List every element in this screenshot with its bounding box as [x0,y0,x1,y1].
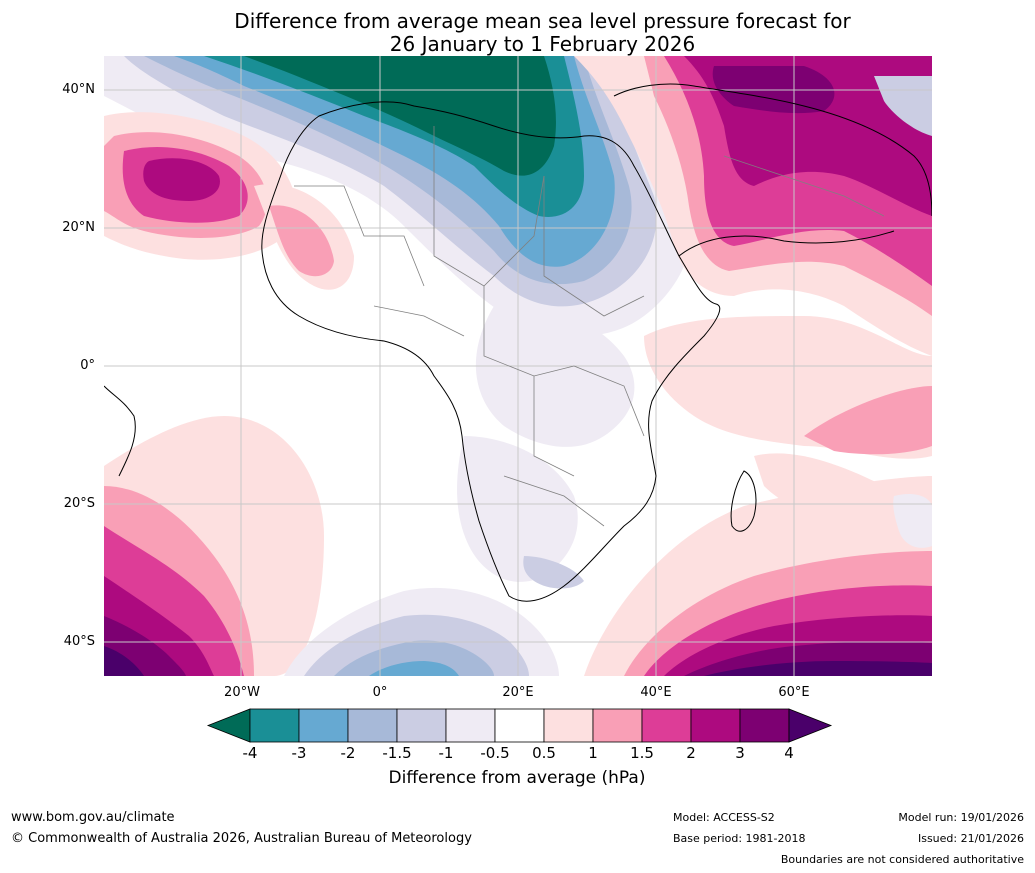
colorbar-tick-label: -1.5 [382,744,412,762]
lat-label-40n: 40°N [62,82,95,97]
lon-label-20e: 20°E [502,685,534,700]
lon-label-60e: 60°E [778,685,810,700]
colorbar-label: Difference from average (hPa) [388,768,646,788]
colorbar-cell [641,708,692,743]
colorbar [206,708,833,743]
lat-label-40s: 40°S [63,634,95,649]
colorbar-extend-high [788,708,833,743]
lon-label-20w: 20°W [224,685,260,700]
colorbar-tick-label: -4 [242,744,258,762]
lon-label-40e: 40°E [640,685,672,700]
base-period-text: Base period: 1981-2018 [673,832,806,845]
colorbar-tick-label: 2 [686,744,696,762]
colorbar-tick-label: -2 [340,744,356,762]
colorbar-tick-label: 4 [784,744,794,762]
colorbar-cell [690,708,741,743]
title-line-2: 26 January to 1 February 2026 [389,32,696,56]
colorbar-cell [396,708,447,743]
pressure-anomaly-map [104,56,932,676]
colorbar-extend-low [206,708,251,743]
colorbar-tick-label: -3 [291,744,307,762]
colorbar-tick-label: -1 [438,744,454,762]
colorbar-cell [543,708,594,743]
lat-label-20n: 20°N [62,220,95,235]
colorbar-tick-label: 1 [588,744,598,762]
colorbar-cell [494,708,545,743]
colorbar-tick-label: 3 [735,744,745,762]
lat-label-equator: 0° [80,358,95,373]
title-line-1: Difference from average mean sea level p… [234,9,851,33]
colorbar-cell [298,708,349,743]
colorbar-tick-label: 0.5 [532,744,556,762]
colorbar-cell [445,708,496,743]
website-link[interactable]: www.bom.gov.au/climate [11,810,175,825]
model-run-text: Model run: 19/01/2026 [898,811,1024,824]
lon-label-0: 0° [372,685,388,700]
copyright-text: © Commonwealth of Australia 2026, Austra… [11,831,472,846]
map-title: Difference from average mean sea level p… [0,10,1035,56]
lat-label-20s: 20°S [63,496,95,511]
colorbar-tick-label: 1.5 [630,744,654,762]
model-text: Model: ACCESS-S2 [673,811,775,824]
colorbar-cell [592,708,643,743]
colorbar-cell [739,708,790,743]
colorbar-cell [347,708,398,743]
colorbar-tick-label: -0.5 [480,744,510,762]
coastline [104,83,932,602]
issued-text: Issued: 21/01/2026 [917,832,1024,845]
disclaimer-text: Boundaries are not considered authoritat… [780,853,1024,866]
colorbar-cell [249,708,300,743]
